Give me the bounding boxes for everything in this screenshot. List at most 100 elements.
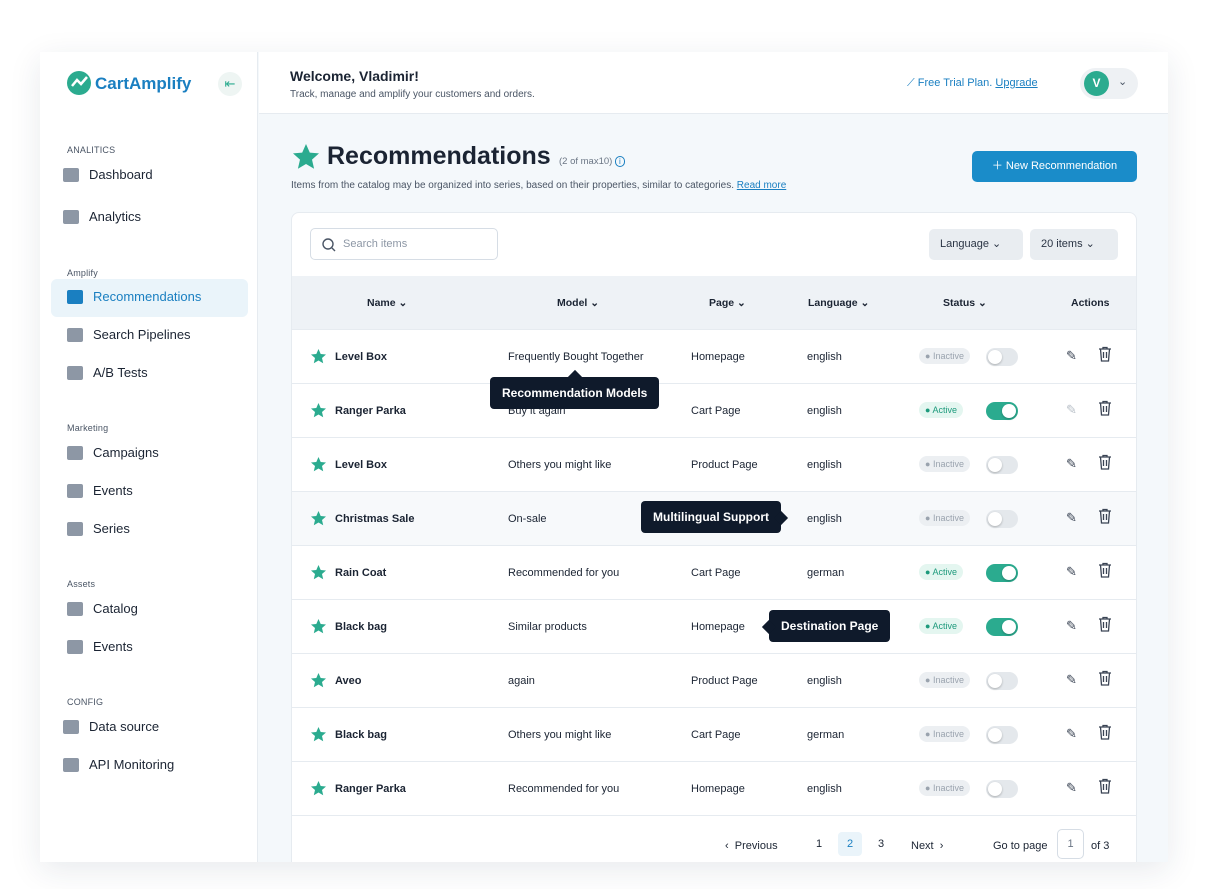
language: english	[807, 783, 842, 795]
goto-label: Go to page	[993, 840, 1048, 852]
plan-text: Free Trial Plan.	[917, 77, 993, 89]
nav-item[interactable]: Data source	[63, 719, 159, 734]
toggle-knob	[988, 350, 1002, 364]
model: Recommended for you	[508, 783, 620, 795]
column-label: Language	[808, 297, 858, 309]
model: Others you might like	[508, 459, 612, 471]
nav-item[interactable]: Events	[67, 639, 133, 654]
column-header[interactable]: Page ⌄	[709, 297, 746, 309]
delete-button[interactable]	[1098, 724, 1112, 745]
toggle[interactable]	[986, 726, 1018, 744]
nav-label: Series	[93, 521, 130, 536]
edit-button[interactable]: ✎	[1066, 672, 1077, 687]
toggle[interactable]	[986, 672, 1018, 690]
model: Similar products	[508, 621, 587, 633]
status-badge: ● Inactive	[919, 456, 970, 472]
upgrade-link[interactable]: Upgrade	[995, 77, 1038, 89]
section-title: CONFIG	[67, 697, 104, 707]
delete-button[interactable]	[1098, 562, 1112, 583]
nav-icon	[67, 289, 83, 304]
edit-button[interactable]: ✎	[1066, 618, 1077, 633]
collapse-button[interactable]: ⇤	[218, 72, 242, 96]
row-star	[310, 780, 327, 802]
page-number[interactable]: 2	[838, 832, 862, 856]
column-header: Actions	[1071, 297, 1110, 309]
user-menu[interactable]: V ⌄	[1080, 68, 1138, 99]
next-label: Next	[911, 840, 934, 852]
nav-item[interactable]: Series	[67, 521, 130, 536]
model: Others you might like	[508, 729, 612, 741]
nav-icon	[67, 445, 83, 460]
read-more[interactable]: Read more	[736, 180, 787, 191]
toggle[interactable]	[986, 348, 1018, 366]
column-header[interactable]: Name ⌄	[367, 297, 408, 309]
toggle[interactable]	[986, 564, 1018, 582]
edit-button[interactable]: ✎	[1066, 510, 1077, 525]
toggle[interactable]	[986, 618, 1018, 636]
toggle[interactable]	[986, 402, 1018, 420]
toggle[interactable]	[986, 456, 1018, 474]
column-label: Model	[557, 297, 588, 309]
name: Aveo	[335, 675, 362, 687]
nav-icon	[63, 167, 79, 182]
delete-button[interactable]	[1098, 400, 1112, 421]
model: On-sale	[508, 513, 547, 525]
page-number[interactable]: 3	[877, 838, 885, 850]
table-row: Aveo again Product Page english ● Inactive ✎	[292, 653, 1136, 707]
table-header: Name ⌄ Model ⌄ Page ⌄ Language ⌄ Status ⌄ Act…	[292, 276, 1136, 329]
edit-button[interactable]: ✎	[1066, 780, 1077, 795]
logo	[67, 71, 91, 95]
delete-button[interactable]	[1098, 670, 1112, 691]
edit-button[interactable]: ✎	[1066, 402, 1077, 417]
column-header[interactable]: Model ⌄	[557, 297, 600, 309]
toggle[interactable]	[986, 510, 1018, 528]
delete-button[interactable]	[1098, 778, 1112, 799]
delete-button[interactable]	[1098, 508, 1112, 529]
status: Active	[932, 621, 957, 631]
info-icon[interactable]: i	[614, 156, 625, 167]
nav-item[interactable]: Search Pipelines	[67, 327, 191, 342]
nav-item[interactable]: API Monitoring	[63, 757, 174, 772]
tooltip: Destination Page	[761, 610, 891, 642]
nav-item[interactable]: Catalog	[67, 601, 138, 616]
search-input[interactable]: Search items	[310, 228, 498, 260]
page-input[interactable]: 1	[1057, 829, 1084, 859]
items-filter[interactable]: 20 items ⌄	[1030, 229, 1118, 260]
nav-item[interactable]: A/B Tests	[67, 365, 148, 380]
page-number[interactable]: 1	[815, 838, 823, 850]
delete-button[interactable]	[1098, 454, 1112, 475]
tooltip: Multilingual Support	[641, 501, 789, 533]
language: german	[807, 729, 845, 741]
column-header[interactable]: Language ⌄	[808, 297, 870, 309]
edit-button[interactable]: ✎	[1066, 456, 1077, 471]
page: Product Page	[691, 675, 758, 687]
nav-item[interactable]: Events	[67, 483, 133, 498]
nav-item[interactable]: Recommendations	[67, 289, 201, 304]
new-button[interactable]: ＋ New Recommendation	[972, 151, 1137, 182]
nav-item[interactable]: Campaigns	[67, 445, 159, 460]
previous-button[interactable]: ‹ Previous	[725, 840, 778, 852]
name: Black bag	[335, 621, 387, 633]
table-row: Christmas Sale On-sale english ● Inactive ✎	[292, 491, 1136, 545]
nav-item[interactable]: Analytics	[63, 209, 141, 224]
delete-button[interactable]	[1098, 346, 1112, 367]
status-badge: ● Inactive	[919, 672, 970, 688]
row-star	[310, 348, 327, 370]
nav-item[interactable]: Dashboard	[63, 167, 153, 182]
toggle-knob	[1002, 620, 1016, 634]
edit-button[interactable]: ✎	[1066, 348, 1077, 363]
language-filter[interactable]: Language ⌄	[929, 229, 1023, 260]
toggle-knob	[988, 458, 1002, 472]
edit-button[interactable]: ✎	[1066, 564, 1077, 579]
edit-button[interactable]: ✎	[1066, 726, 1077, 741]
new-button-text: New Recommendation	[1005, 160, 1118, 172]
next-button[interactable]: Next ›	[911, 840, 944, 852]
column-header[interactable]: Status ⌄	[943, 297, 987, 309]
toggle[interactable]	[986, 780, 1018, 798]
nav-label: Events	[93, 639, 133, 654]
delete-button[interactable]	[1098, 616, 1112, 637]
nav-icon	[63, 757, 79, 772]
section-title: Marketing	[67, 423, 109, 433]
